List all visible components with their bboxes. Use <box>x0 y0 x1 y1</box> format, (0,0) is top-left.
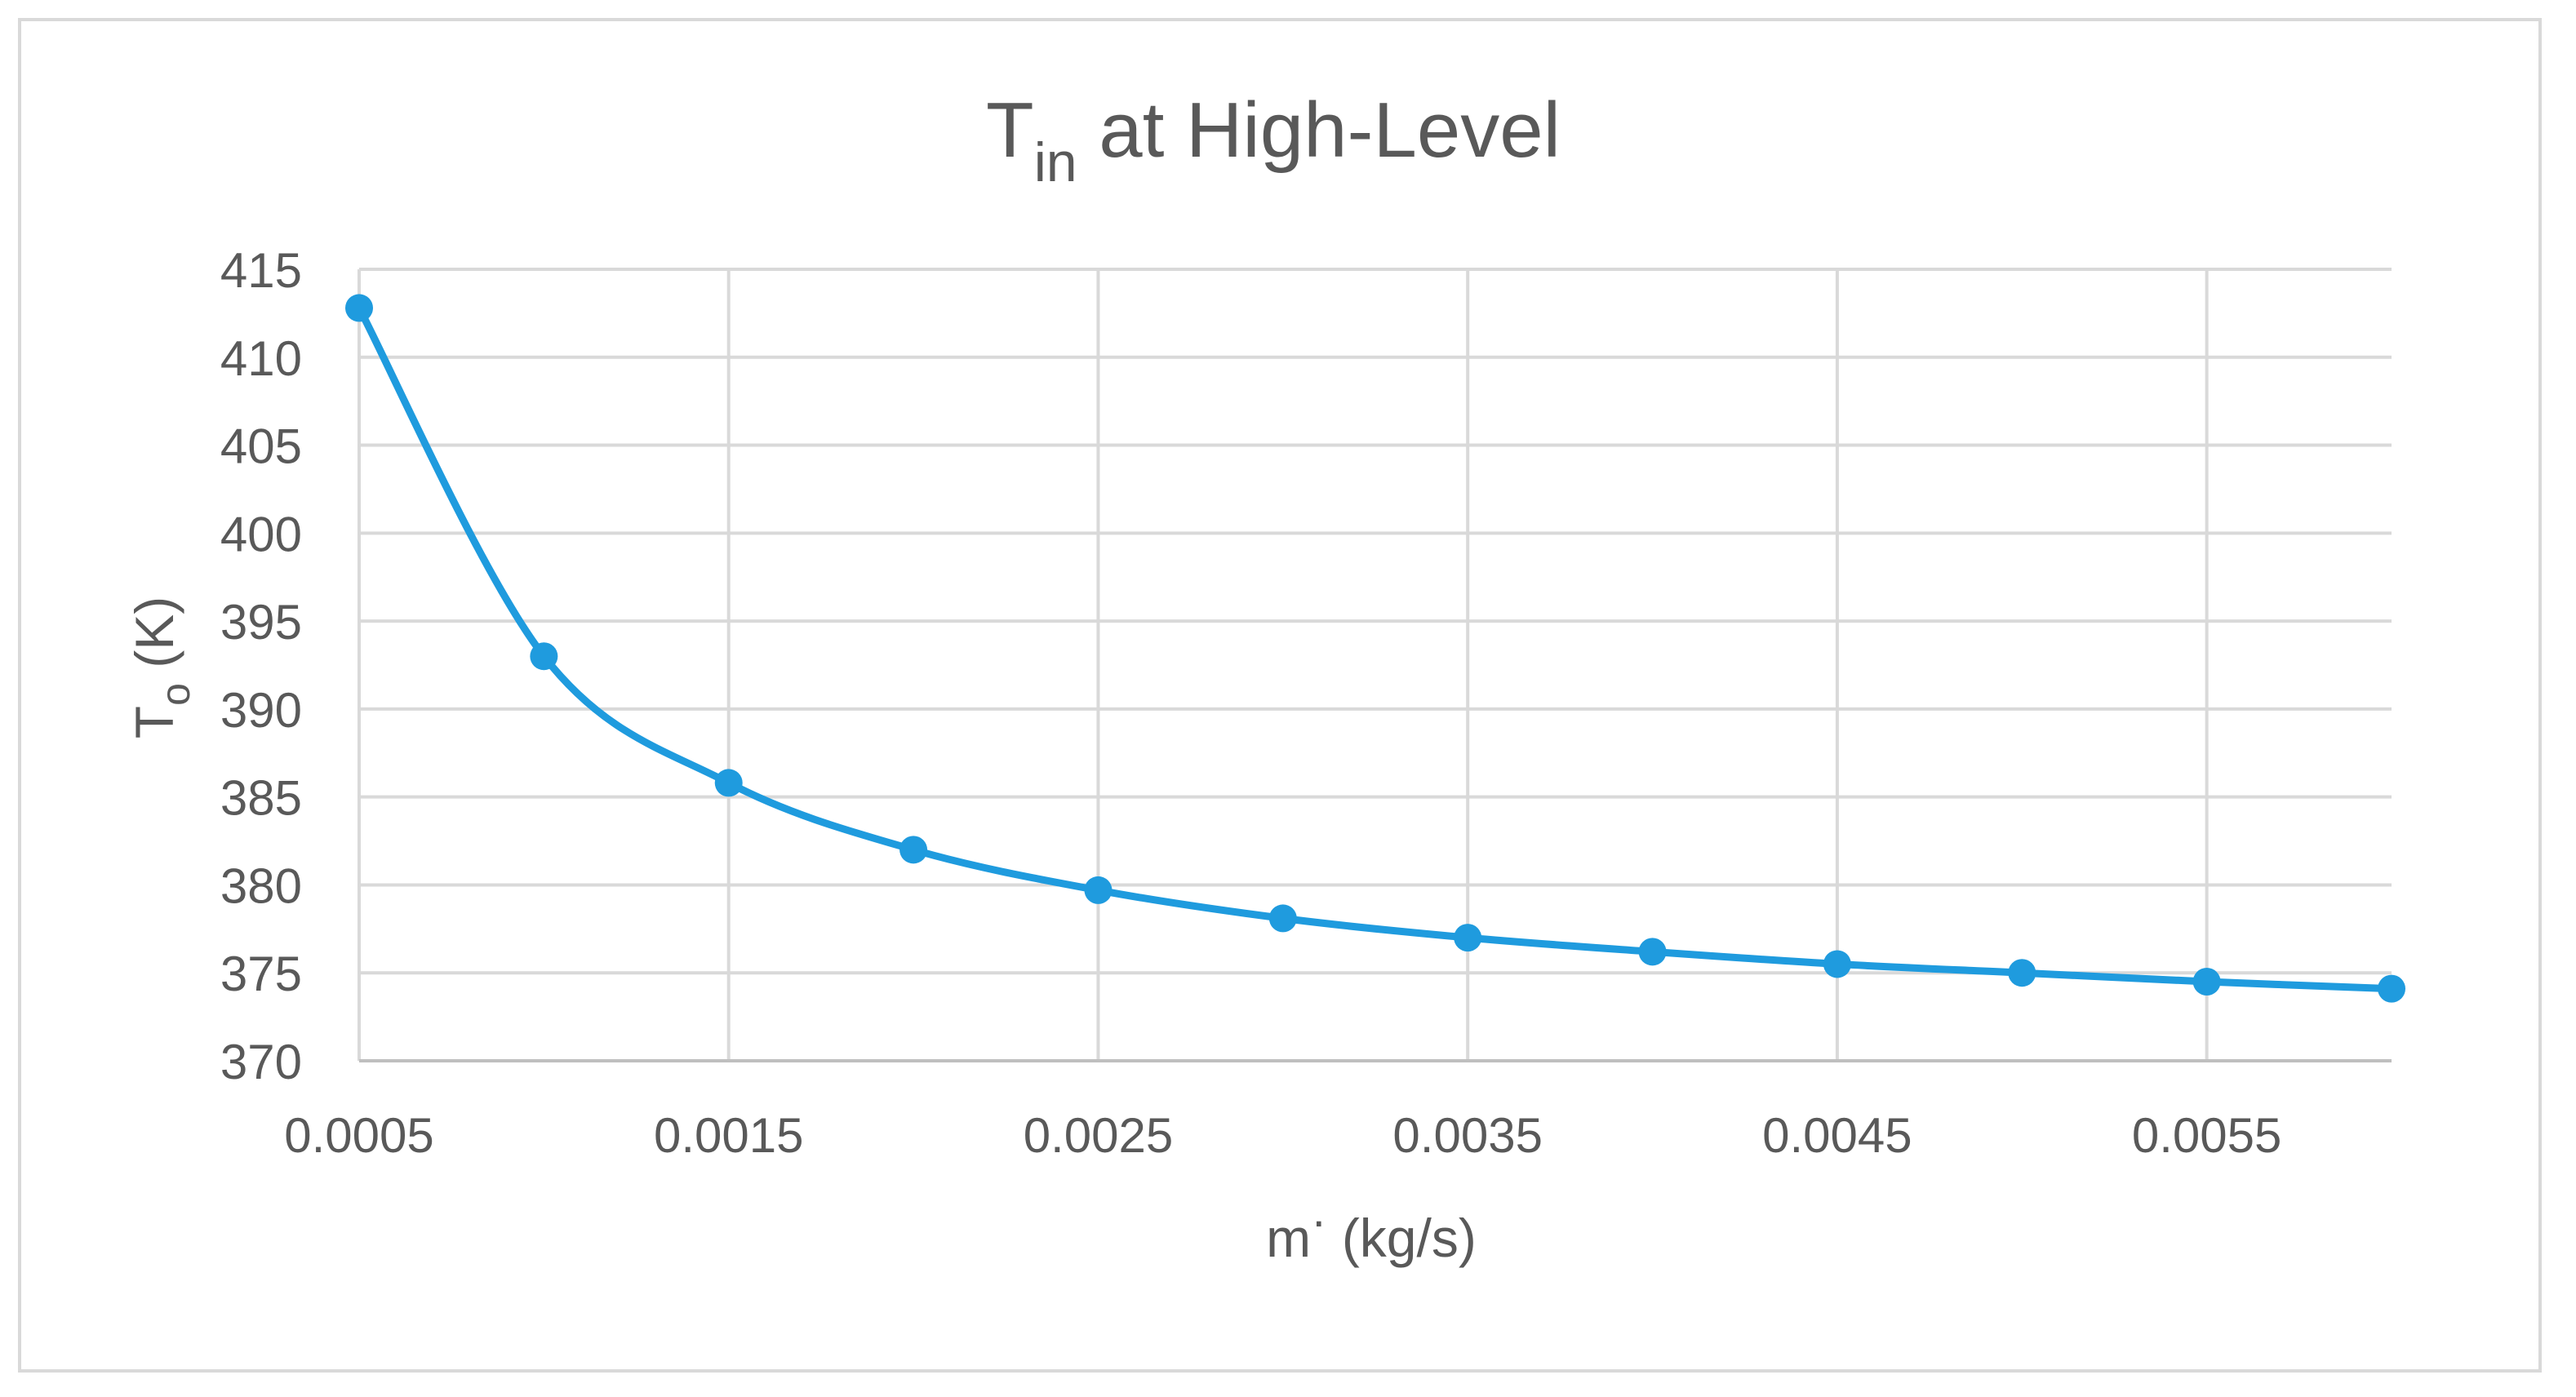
x-tick-label: 0.0015 <box>654 1108 804 1163</box>
chart-title: Tin at High-Level <box>986 86 1561 193</box>
x-tick-label: 0.0035 <box>1392 1108 1543 1163</box>
data-point <box>530 642 558 671</box>
y-tick-label: 400 <box>220 507 302 561</box>
y-axis-label-main: T <box>124 706 184 738</box>
chart-title-subscript: in <box>1034 131 1077 193</box>
series-line <box>355 304 2396 993</box>
y-tick-label: 410 <box>220 331 302 386</box>
x-axis-label: m· (kg/s) <box>1266 1195 1477 1268</box>
data-point <box>1638 938 1667 966</box>
y-tick-label: 405 <box>220 419 302 474</box>
y-tick-label: 385 <box>220 771 302 826</box>
y-tick-label: 390 <box>220 683 302 738</box>
x-axis-label-main: m <box>1266 1208 1311 1268</box>
y-tick-label: 370 <box>220 1035 302 1089</box>
x-tick-label: 0.0025 <box>1024 1108 1174 1163</box>
data-point <box>2378 974 2405 1003</box>
y-tick-label: 380 <box>220 858 302 913</box>
chart-area <box>18 18 2542 1373</box>
x-tick-label: 0.0005 <box>284 1108 434 1163</box>
data-point <box>1454 924 1482 952</box>
y-tick-label: 375 <box>220 947 302 1001</box>
data-point <box>2192 968 2221 996</box>
x-tick-label: 0.0045 <box>1762 1108 1912 1163</box>
horizontal-gridlines <box>359 268 2392 975</box>
y-axis-tick-labels: 370 375 380 385 390 395 400 405 410 415 <box>220 243 302 1089</box>
y-axis-label-subscript: o <box>153 683 198 706</box>
data-point <box>345 294 373 322</box>
data-point <box>1823 950 1851 978</box>
x-axis-tick-labels: 0.0005 0.0015 0.0025 0.0035 0.0045 0.0055 <box>284 1108 2281 1163</box>
data-point <box>714 769 743 797</box>
chart-title-main: T <box>986 86 1034 174</box>
data-point <box>1084 876 1113 904</box>
x-axis-label-superscript: · <box>1311 1195 1326 1248</box>
y-tick-label: 415 <box>220 243 302 298</box>
x-tick-label: 0.0055 <box>2132 1108 2282 1163</box>
data-point <box>1268 904 1297 933</box>
series-markers <box>345 294 2405 1003</box>
chart-title-rest: at High-Level <box>1077 86 1561 174</box>
vertical-gridlines <box>358 269 2209 1061</box>
y-axis-label: To (K) <box>124 596 198 738</box>
data-point <box>899 836 928 864</box>
data-point <box>2008 959 2036 987</box>
x-axis-label-rest: (kg/s) <box>1326 1208 1476 1268</box>
y-tick-label: 395 <box>220 595 302 650</box>
y-axis-label-rest: (K) <box>124 596 184 683</box>
